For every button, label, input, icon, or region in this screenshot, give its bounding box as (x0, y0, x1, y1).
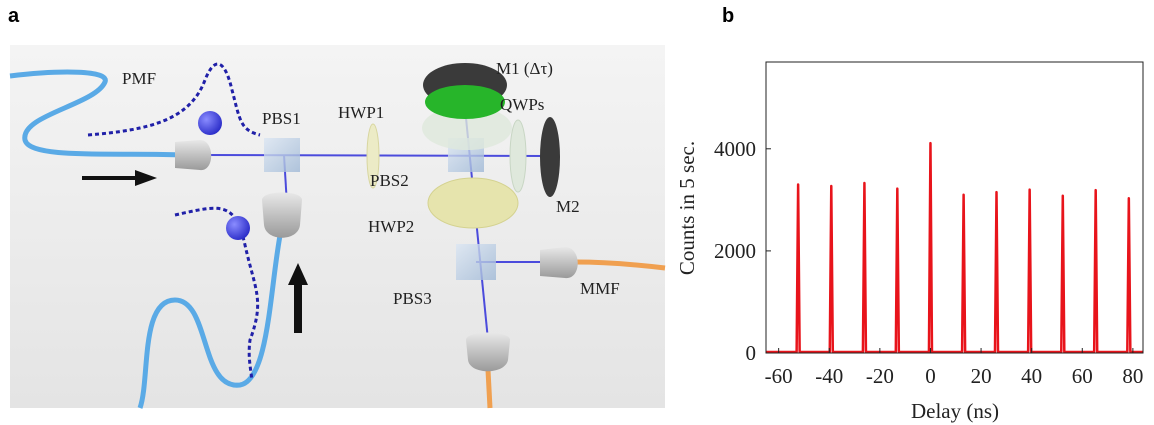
diagram: PMF PBS1 HWP1 M1 (Δτ) QWPs PBS2 M2 HWP2 … (9, 45, 666, 409)
x-tick-label: 80 (1122, 364, 1143, 388)
arrow (82, 170, 157, 186)
panel-label: a (8, 5, 20, 27)
x-tick-label: -20 (866, 364, 894, 388)
panel-label: b (722, 5, 734, 27)
component-label: HWP2 (368, 217, 414, 236)
photon (226, 216, 250, 240)
fiber (485, 369, 493, 409)
mirror (425, 85, 505, 119)
component-label: PBS3 (393, 289, 432, 308)
diagram-background (10, 45, 665, 408)
y-tick-label: 2000 (714, 239, 756, 263)
x-tick-label: -40 (815, 364, 843, 388)
waveplate (427, 177, 519, 229)
waveplate (366, 123, 380, 189)
beam-splitter (264, 138, 300, 172)
wave-packet (87, 62, 261, 137)
component-label: QWPs (500, 95, 544, 114)
collimator (540, 247, 578, 279)
collimator (466, 332, 510, 372)
wave-packet (174, 206, 260, 381)
x-axis-label: Delay (ns) (911, 399, 999, 423)
y-axis-label: Counts in 5 sec. (675, 141, 699, 275)
chart: Delay (ns) Counts in 5 sec. -60 -40 -20 0 20… (675, 61, 1144, 423)
y-tick-label: 0 (746, 341, 757, 365)
waveplate (509, 119, 527, 193)
collimator (175, 140, 212, 171)
component-label: PBS1 (262, 109, 301, 128)
x-tick-label: -60 (765, 364, 793, 388)
x-tick-label: 40 (1021, 364, 1042, 388)
collimator (262, 192, 302, 238)
component-label: HWP1 (338, 103, 384, 122)
beam-splitter (456, 244, 496, 280)
x-tick-label: 0 (925, 364, 936, 388)
mirror (540, 117, 560, 197)
y-tick-label: 4000 (714, 137, 756, 161)
waveplate (422, 106, 512, 150)
x-tick-label: 60 (1072, 364, 1093, 388)
component-label: MMF (580, 279, 620, 298)
arrow (288, 263, 308, 333)
component-label: M1 (Δτ) (496, 59, 553, 78)
photon (198, 111, 222, 135)
fiber (9, 69, 186, 158)
x-tick-label: 20 (971, 364, 992, 388)
component-label: PMF (122, 69, 156, 88)
data-line (766, 141, 1143, 354)
plot-frame (765, 61, 1144, 354)
component-label: M2 (556, 197, 580, 216)
component-label: PBS2 (370, 171, 409, 190)
fiber (137, 224, 285, 409)
fiber (574, 259, 666, 271)
